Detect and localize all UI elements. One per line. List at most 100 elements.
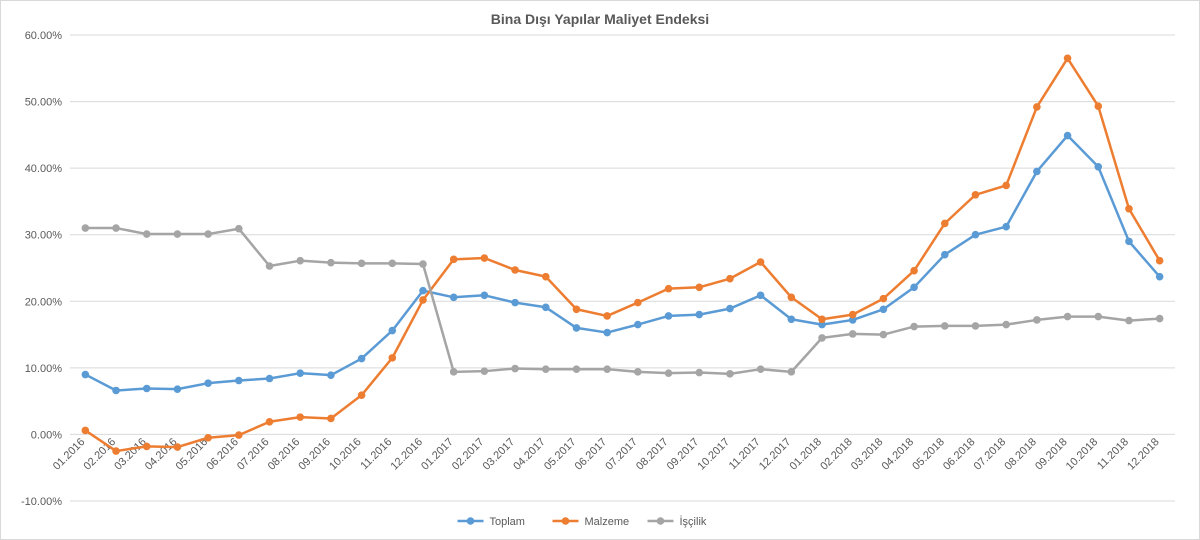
data-point [818,334,826,342]
y-tick-label: -10.00% [21,496,62,508]
data-point [664,369,673,377]
data-point [695,283,704,292]
series-line [85,226,1160,376]
x-tick-label: 07.2016 [235,436,272,473]
legend-label: Toplam [490,516,525,528]
data-point [81,224,90,232]
data-point [1033,167,1041,176]
data-point [756,365,765,373]
x-tick-label: 12.2016 [389,436,426,473]
data-point [388,326,397,335]
data-point [634,368,642,376]
x-tick-label: 11.2016 [358,436,394,472]
data-point [173,385,182,393]
data-point [971,190,980,199]
x-tick-label: 12.2018 [1125,436,1162,473]
data-point [265,417,274,426]
data-point [173,443,182,451]
data-point [204,433,212,442]
data-point [357,391,366,399]
series-3 [81,224,1164,378]
x-tick-label: 09.2016 [296,436,333,473]
data-point [1094,312,1103,321]
data-point [1155,314,1164,323]
x-tick-label: 07.2017 [603,436,640,473]
data-point [940,250,949,259]
data-point [296,369,305,377]
x-tick-label: 06.2018 [941,436,978,473]
data-point [787,315,796,324]
data-point [910,266,918,275]
data-point [1063,54,1072,63]
x-tick-label: 03.2017 [481,436,518,473]
data-point [235,431,243,439]
data-point [1033,316,1041,324]
data-point [971,230,980,239]
x-tick-label: 10.2018 [1064,436,1101,473]
data-point [848,316,857,324]
x-tick-label: 09.2018 [1033,436,1070,473]
data-point [603,365,611,373]
data-point [848,310,857,319]
data-point [81,426,90,435]
data-point [634,320,642,329]
data-point [265,374,274,383]
gridlines [70,34,1175,502]
data-point [449,293,458,302]
data-point [1033,103,1041,111]
x-tick-label: 11.2018 [1095,436,1131,472]
data-point [419,260,427,268]
data-point [142,442,151,451]
data-point [1002,320,1010,329]
y-tick-label: 20.00% [25,296,63,308]
data-point [726,274,734,283]
data-point [695,310,704,319]
data-point [1155,256,1164,265]
chart-title: Bina Dışı Yapılar Maliyet Endeksi [491,11,709,27]
x-tick-label: 03.2018 [849,436,886,473]
series-2 [81,54,1164,455]
x-tick-label: 10.2016 [327,436,364,473]
x-tick-label: 11.2017 [727,436,763,472]
data-point [1094,102,1103,111]
data-point [910,283,918,292]
data-point [818,315,826,324]
x-tick-label: 05.2018 [910,436,947,473]
x-tick-label: 04.2018 [880,436,917,473]
data-point [1125,237,1133,246]
data-point [603,328,611,337]
data-point [419,296,427,304]
data-point [726,370,734,378]
data-point [1002,181,1010,190]
legend-label: İşçilik [680,515,707,528]
data-point [235,376,243,385]
series-line [84,57,1161,453]
legend-item: Toplam [457,516,525,528]
data-point [879,294,888,303]
data-point [848,330,857,338]
x-tick-label: 02.2017 [450,436,487,473]
data-point [449,368,458,376]
legend-marker [466,517,475,525]
x-tick-label: 01.2016 [51,436,88,473]
data-point [572,305,581,314]
data-point [357,259,366,268]
data-point [756,258,765,266]
data-point [327,371,335,379]
data-point [1094,163,1103,171]
legend-item: İşçilik [647,515,707,528]
data-point [664,312,673,320]
data-point [296,256,305,265]
y-axis-ticks: -10.00% 0.00% 10.00% 20.00% 30.00% 40.00% 50.0… [21,30,62,508]
x-tick-label: 12.2017 [757,436,794,473]
series-1 [81,131,1164,395]
x-tick-label: 08.2016 [266,436,303,473]
data-point [204,379,212,387]
data-point [879,330,888,339]
data-point [112,224,120,232]
data-point [910,322,918,331]
legend-marker [656,517,665,525]
data-point [664,284,673,293]
